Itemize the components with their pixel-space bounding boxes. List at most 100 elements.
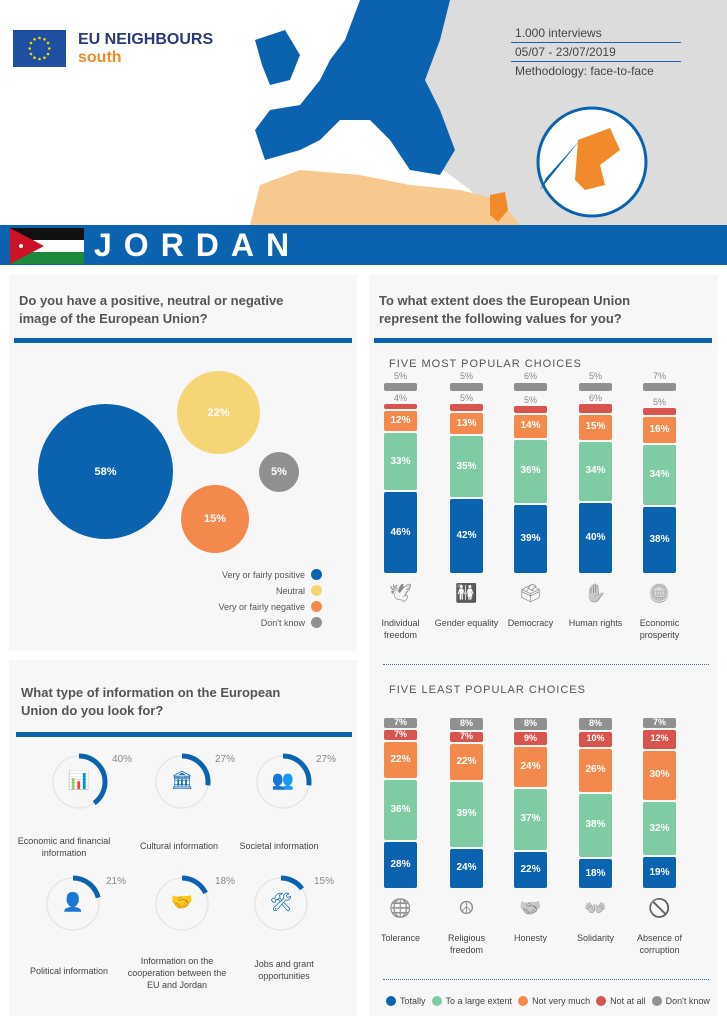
bar-value: 6% [588, 393, 602, 403]
info-item: 📊 [49, 752, 109, 812]
bar-value: 7% [393, 717, 407, 728]
bar-segment-not-at-all [579, 731, 612, 747]
museum-icon: 🏛 [170, 770, 194, 790]
bar-value: 32% [649, 822, 670, 834]
bar-value: 7% [393, 729, 407, 740]
bar-value: 8% [523, 717, 537, 728]
info-item: 🤝 [152, 874, 212, 934]
info-label: Political information [29, 966, 109, 976]
interviews-count: 1.000 interviews [511, 24, 681, 43]
bar-segment-don-t-know [643, 718, 676, 729]
bar-segment-not-very-much [579, 748, 612, 792]
legend-label: Totally [400, 996, 426, 1006]
progress-ring [252, 875, 310, 933]
bar-segment-not-at-all [384, 730, 417, 741]
bar-segment-don-t-know [579, 718, 612, 730]
chart-icon: 📊 [67, 770, 91, 790]
category-label: Religious freedom [447, 933, 486, 956]
bar-value: 9% [523, 732, 537, 743]
bar-segment-don-t-know [514, 383, 547, 391]
bar-segment-don-t-know [450, 718, 483, 730]
gender-icon: 🚻 [455, 583, 478, 603]
legend-dot [518, 996, 529, 1006]
legend-dot [386, 996, 396, 1006]
bar-segment-totally [450, 499, 483, 573]
progress-ring [254, 753, 312, 811]
bar-segment-to-a-large-extent [514, 788, 547, 851]
bubble-negative: 15% [181, 485, 249, 553]
bar-value: 39% [456, 808, 477, 820]
bar-segment-not-very-much [579, 414, 612, 440]
info-label: Societal information [239, 841, 319, 851]
bar-value: 5% [523, 394, 537, 405]
country-title: JORDAN [94, 227, 302, 263]
legend-dont-know: Don't know [261, 617, 322, 628]
progress-ring [50, 753, 108, 811]
bar-value: 46% [390, 526, 411, 538]
progress-ring [44, 875, 102, 933]
category-label: Absence of corruption [636, 933, 683, 956]
legend-label: Don't know [260, 617, 305, 628]
bar-value: 16% [649, 424, 670, 435]
info-percent: 40% [112, 754, 133, 765]
bubble-value: 22% [207, 406, 230, 419]
bar-value: 8% [459, 717, 473, 728]
bar-segment-not-very-much [514, 747, 547, 787]
bar-value: 18% [585, 867, 606, 879]
eu-image-panel: Do you have a positive, neutral or negat… [9, 275, 357, 651]
least-popular-heading: FIVE LEAST POPULAR CHOICES [389, 684, 586, 696]
progress-ring [153, 753, 211, 811]
bar-segment-to-a-large-extent [643, 802, 676, 856]
category-label: Tolerance [380, 933, 421, 943]
bar-value: 13% [456, 417, 477, 429]
legend-label: To a large extent [445, 996, 513, 1006]
legend-label: Don't know [665, 996, 710, 1006]
info-percent: 15% [314, 876, 335, 887]
bar-segment-to-a-large-extent [450, 781, 483, 847]
info-item: 👤 [43, 874, 103, 934]
survey-dates: 05/07 - 23/07/2019 [511, 43, 681, 62]
bar-value: 5% [652, 396, 666, 407]
legend-positive: Very or fairly positive [222, 569, 322, 580]
bar-segment-totally [643, 506, 676, 573]
bar-segment-totally [384, 492, 417, 573]
info-question: What type of information on the European… [21, 685, 281, 718]
legend-dot [311, 601, 322, 612]
bar-value: 39% [520, 532, 541, 544]
bar-value: 22% [456, 755, 477, 767]
bar-value: 6% [523, 371, 537, 381]
eu-neighbours-logo: EU NEIGHBOURS south [13, 30, 213, 67]
bar-segment-not-at-all [384, 404, 417, 410]
legend-dot [311, 585, 322, 596]
legend-dot [431, 996, 442, 1006]
bar-segment-not-at-all [579, 404, 612, 413]
legend-dot [311, 569, 322, 580]
dove-icon: 🕊 [389, 583, 412, 603]
bar-segment-not-very-much [514, 414, 547, 438]
bar-value: 14% [520, 420, 541, 432]
handshake-icon: 🤝 [170, 892, 194, 912]
values-legend: Totally To a large extent Not very much Not… [380, 996, 710, 1006]
bar-value: 35% [456, 460, 477, 472]
bubble-value: 5% [271, 466, 287, 478]
bar-segment-not-at-all [643, 407, 676, 415]
bar-segment-to-a-large-extent [384, 779, 417, 840]
info-percent: 27% [316, 754, 337, 765]
info-panel: What type of information on the European… [9, 660, 357, 1016]
bar-value: 24% [520, 760, 541, 772]
info-label: Information on the cooperation between t… [127, 956, 227, 991]
country-banner [0, 225, 727, 265]
legend-dot [596, 996, 607, 1006]
bar-value: 42% [456, 530, 477, 542]
bubble-dont-know: 5% [259, 452, 299, 492]
info-percent: 27% [215, 754, 236, 765]
info-percent: 21% [106, 876, 127, 887]
bar-segment-to-a-large-extent [514, 440, 547, 503]
bar-value: 37% [520, 813, 541, 825]
bar-segment-not-at-all [514, 731, 547, 746]
title-divider [14, 338, 352, 343]
europe-map [0, 0, 727, 225]
bar-value: 10% [586, 733, 605, 744]
bar-value: 5% [459, 393, 473, 403]
bar-segment-totally [579, 503, 612, 573]
